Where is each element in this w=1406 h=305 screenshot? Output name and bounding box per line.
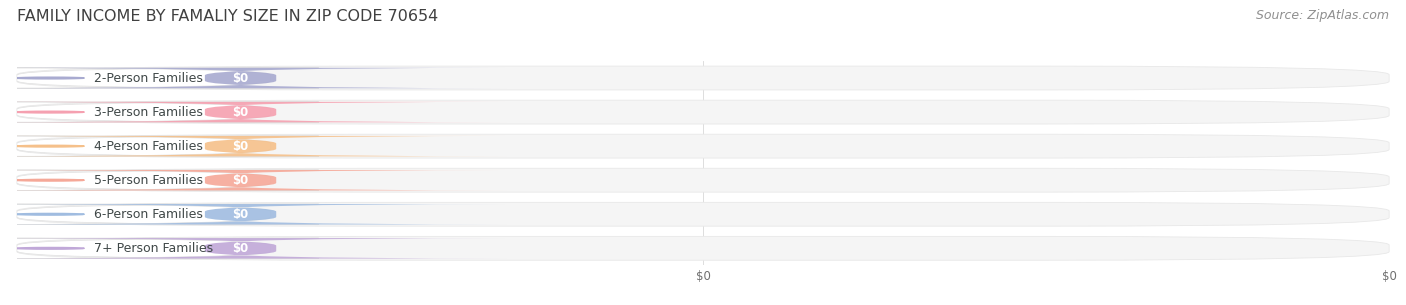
Text: $0: $0 <box>232 242 249 255</box>
Text: 3-Person Families: 3-Person Families <box>94 106 202 119</box>
FancyBboxPatch shape <box>0 136 506 156</box>
Circle shape <box>15 247 84 249</box>
Circle shape <box>15 214 84 215</box>
Circle shape <box>15 179 84 181</box>
FancyBboxPatch shape <box>0 238 319 259</box>
FancyBboxPatch shape <box>0 204 319 224</box>
FancyBboxPatch shape <box>0 238 506 259</box>
Text: $0: $0 <box>232 140 249 152</box>
Text: $0: $0 <box>232 174 249 187</box>
Text: Source: ZipAtlas.com: Source: ZipAtlas.com <box>1256 9 1389 22</box>
FancyBboxPatch shape <box>0 136 319 156</box>
FancyBboxPatch shape <box>0 68 506 88</box>
Text: 6-Person Families: 6-Person Families <box>94 208 202 221</box>
FancyBboxPatch shape <box>0 204 506 224</box>
FancyBboxPatch shape <box>17 134 1389 158</box>
FancyBboxPatch shape <box>0 170 319 190</box>
FancyBboxPatch shape <box>0 102 506 122</box>
Text: $0: $0 <box>232 208 249 221</box>
Text: $0: $0 <box>232 106 249 119</box>
Text: 7+ Person Families: 7+ Person Families <box>94 242 212 255</box>
Text: 2-Person Families: 2-Person Families <box>94 72 202 84</box>
Circle shape <box>15 77 84 79</box>
Circle shape <box>15 145 84 147</box>
FancyBboxPatch shape <box>0 170 506 190</box>
FancyBboxPatch shape <box>17 168 1389 192</box>
FancyBboxPatch shape <box>0 68 319 88</box>
Text: 4-Person Families: 4-Person Families <box>94 140 202 152</box>
FancyBboxPatch shape <box>17 202 1389 226</box>
FancyBboxPatch shape <box>17 236 1389 260</box>
Text: 5-Person Families: 5-Person Families <box>94 174 202 187</box>
FancyBboxPatch shape <box>17 100 1389 124</box>
FancyBboxPatch shape <box>0 102 319 122</box>
Text: $0: $0 <box>232 72 249 84</box>
FancyBboxPatch shape <box>17 66 1389 90</box>
Circle shape <box>15 111 84 113</box>
Text: FAMILY INCOME BY FAMALIY SIZE IN ZIP CODE 70654: FAMILY INCOME BY FAMALIY SIZE IN ZIP COD… <box>17 9 439 24</box>
